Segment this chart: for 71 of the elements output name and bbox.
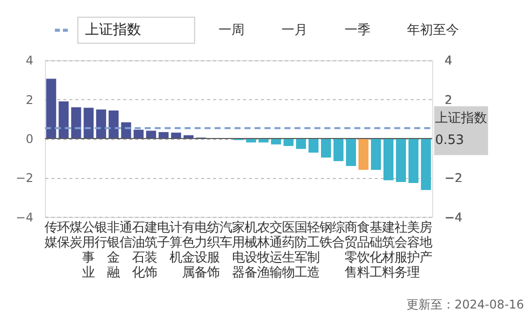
- text: 上证指数: [84, 22, 141, 38]
- text: 一月: [281, 23, 308, 38]
- x-tick-label: 国防军工: [294, 220, 308, 280]
- x-tick-label: 美容护理: [406, 219, 420, 280]
- x-tick-label: 银行: [94, 220, 108, 250]
- x-tick-label: 轻工制造: [307, 220, 320, 280]
- x-tick-label: 商贸零售: [344, 220, 358, 280]
- bar: [308, 138, 318, 153]
- x-tick-label: 房地产: [418, 219, 432, 266]
- bar: [158, 132, 169, 139]
- bar: [58, 101, 69, 139]
- x-tick-label: 农林牧渔: [256, 220, 270, 280]
- x-tick-label: 基础化工: [368, 220, 382, 280]
- bar: [84, 108, 94, 139]
- x-tick-label: 综合: [332, 220, 345, 250]
- y2-tick-label: −2: [444, 171, 462, 186]
- bar: [71, 107, 82, 139]
- y-tick-label: 4: [26, 54, 34, 68]
- bar: [383, 138, 394, 180]
- x-tick-label: 建筑材料: [380, 220, 395, 280]
- y2-tick-label: −4: [444, 210, 462, 224]
- x-tick-label: 有色金属: [182, 220, 196, 280]
- x-tick-label: 石油石化: [132, 220, 146, 280]
- bar: [370, 138, 381, 170]
- text: 一季: [344, 23, 370, 38]
- bar: [134, 130, 144, 139]
- x-tick-label: 建筑装饰: [144, 220, 158, 280]
- text: 0.53: [435, 133, 464, 148]
- x-tick-label: 计算机: [170, 220, 183, 266]
- ref-line-label: 上证指数: [435, 111, 488, 126]
- y2-tick-label: 4: [444, 54, 452, 68]
- bar: [96, 110, 106, 139]
- x-tick-label: 电子: [157, 220, 170, 250]
- bar: [146, 130, 156, 139]
- x-tick-label: 交通运输: [270, 219, 283, 280]
- x-tick-label: 非银金融: [106, 220, 120, 280]
- bar: [284, 138, 294, 146]
- bar: [408, 138, 418, 184]
- y-tick-label: −2: [16, 171, 34, 186]
- y-tick-label: 0: [26, 132, 34, 146]
- x-tick-label: 环保: [57, 220, 70, 250]
- x-tick-label: 纺织服饰: [206, 220, 220, 280]
- x-tick-label: 钢铁: [318, 220, 332, 250]
- x-tick-label: 医药生物: [282, 220, 296, 280]
- y-tick-label: −4: [16, 210, 34, 224]
- bar: [420, 138, 431, 190]
- x-tick-label: 通信: [120, 220, 133, 250]
- bar: [333, 138, 344, 162]
- bar: [108, 110, 119, 139]
- x-tick-label: 煤炭: [70, 220, 83, 250]
- x-tick-label: 社会服务: [394, 220, 408, 280]
- bar: [346, 138, 356, 166]
- bar: [296, 138, 306, 149]
- y-tick-label: 2: [26, 92, 34, 107]
- bar: [271, 138, 282, 144]
- text: 年初至今: [407, 23, 460, 38]
- y2-tick-label: 2: [444, 92, 452, 107]
- x-tick-label: 汽车: [220, 220, 233, 250]
- text: 更新至：2024-08-16: [406, 298, 524, 312]
- x-tick-label: 公用事业: [82, 220, 96, 280]
- bar: [46, 78, 56, 139]
- bar: [396, 138, 406, 182]
- bar: [358, 138, 368, 170]
- x-tick-label: 家用电器: [232, 219, 246, 280]
- x-tick-label: 食品饮料: [356, 220, 370, 280]
- bar: [321, 138, 331, 158]
- text: 一周: [218, 23, 245, 38]
- x-tick-label: 机械设备: [244, 220, 258, 280]
- x-tick-label: 电力设备: [194, 220, 208, 280]
- bar: [171, 132, 182, 139]
- x-tick-label: 传媒: [44, 220, 58, 250]
